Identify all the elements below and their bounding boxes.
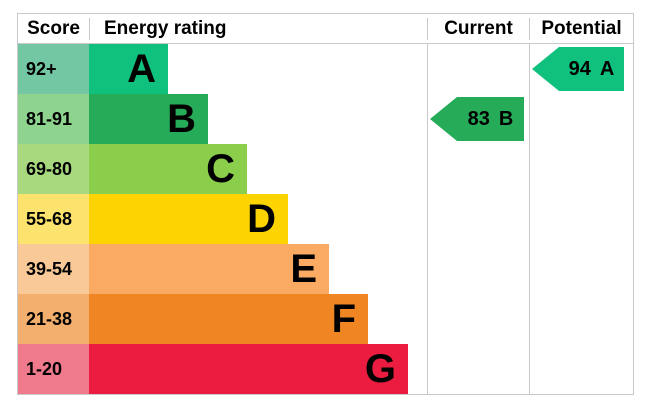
energy-bar-cell: B (89, 94, 427, 144)
band-letter-d: D (247, 197, 276, 241)
score-range-c: 69-80 (18, 144, 89, 194)
potential-cell-e (529, 244, 633, 294)
band-bar-f: F (89, 294, 368, 344)
band-row-b: 81-91 B 83 B (18, 94, 633, 144)
energy-bar-cell: F (89, 294, 427, 344)
header-row: Score Energy rating Current Potential (18, 14, 633, 44)
band-letter-c: C (206, 147, 235, 191)
band-letter-b: B (167, 97, 196, 141)
potential-rating-arrow: 94 A (532, 47, 624, 91)
band-bar-c: C (89, 144, 247, 194)
header-current: Current (427, 17, 529, 40)
band-row-g: 1-20 G (18, 344, 633, 394)
score-range-e: 39-54 (18, 244, 89, 294)
band-bar-d: D (89, 194, 288, 244)
energy-bar-cell: E (89, 244, 427, 294)
score-range-b: 81-91 (18, 94, 89, 144)
epc-table: Score Energy rating Current Potential 92… (17, 13, 634, 395)
band-letter-a: A (127, 47, 156, 91)
energy-bar-cell: D (89, 194, 427, 244)
score-range-a: 92+ (18, 44, 89, 94)
energy-bar-cell: C (89, 144, 427, 194)
score-range-d: 55-68 (18, 194, 89, 244)
current-cell-d (427, 194, 529, 244)
current-cell-e (427, 244, 529, 294)
current-rating-arrow: 83 B (430, 97, 524, 141)
potential-letter: A (599, 57, 615, 80)
potential-cell-g (529, 344, 633, 394)
header-energy-rating: Energy rating (89, 17, 427, 40)
potential-cell-f (529, 294, 633, 344)
band-row-a: 92+ A 94 A (18, 44, 633, 94)
current-cell-b: 83 B (427, 94, 529, 144)
band-row-e: 39-54 E (18, 244, 633, 294)
band-row-c: 69-80 C (18, 144, 633, 194)
band-row-d: 55-68 D (18, 194, 633, 244)
band-bar-e: E (89, 244, 329, 294)
energy-bar-cell: G (89, 344, 427, 394)
band-letter-e: E (290, 247, 317, 291)
potential-cell-c (529, 144, 633, 194)
current-cell-c (427, 144, 529, 194)
band-row-f: 21-38 F (18, 294, 633, 344)
band-bar-g: G (89, 344, 408, 394)
current-letter: B (498, 107, 514, 130)
current-cell-a (427, 44, 529, 94)
band-letter-f: F (331, 297, 356, 341)
current-cell-g (427, 344, 529, 394)
potential-value: 94 (568, 57, 591, 80)
energy-bar-cell: A (89, 44, 427, 94)
score-range-g: 1-20 (18, 344, 89, 394)
header-score: Score (27, 17, 80, 39)
header-potential: Potential (529, 17, 633, 40)
potential-cell-d (529, 194, 633, 244)
band-bar-b: B (89, 94, 208, 144)
potential-cell-b (529, 94, 633, 144)
band-letter-g: G (364, 347, 396, 391)
score-range-f: 21-38 (18, 294, 89, 344)
potential-cell-a: 94 A (529, 44, 633, 94)
band-bar-a: A (89, 44, 168, 94)
current-value: 83 (467, 107, 490, 130)
current-cell-f (427, 294, 529, 344)
